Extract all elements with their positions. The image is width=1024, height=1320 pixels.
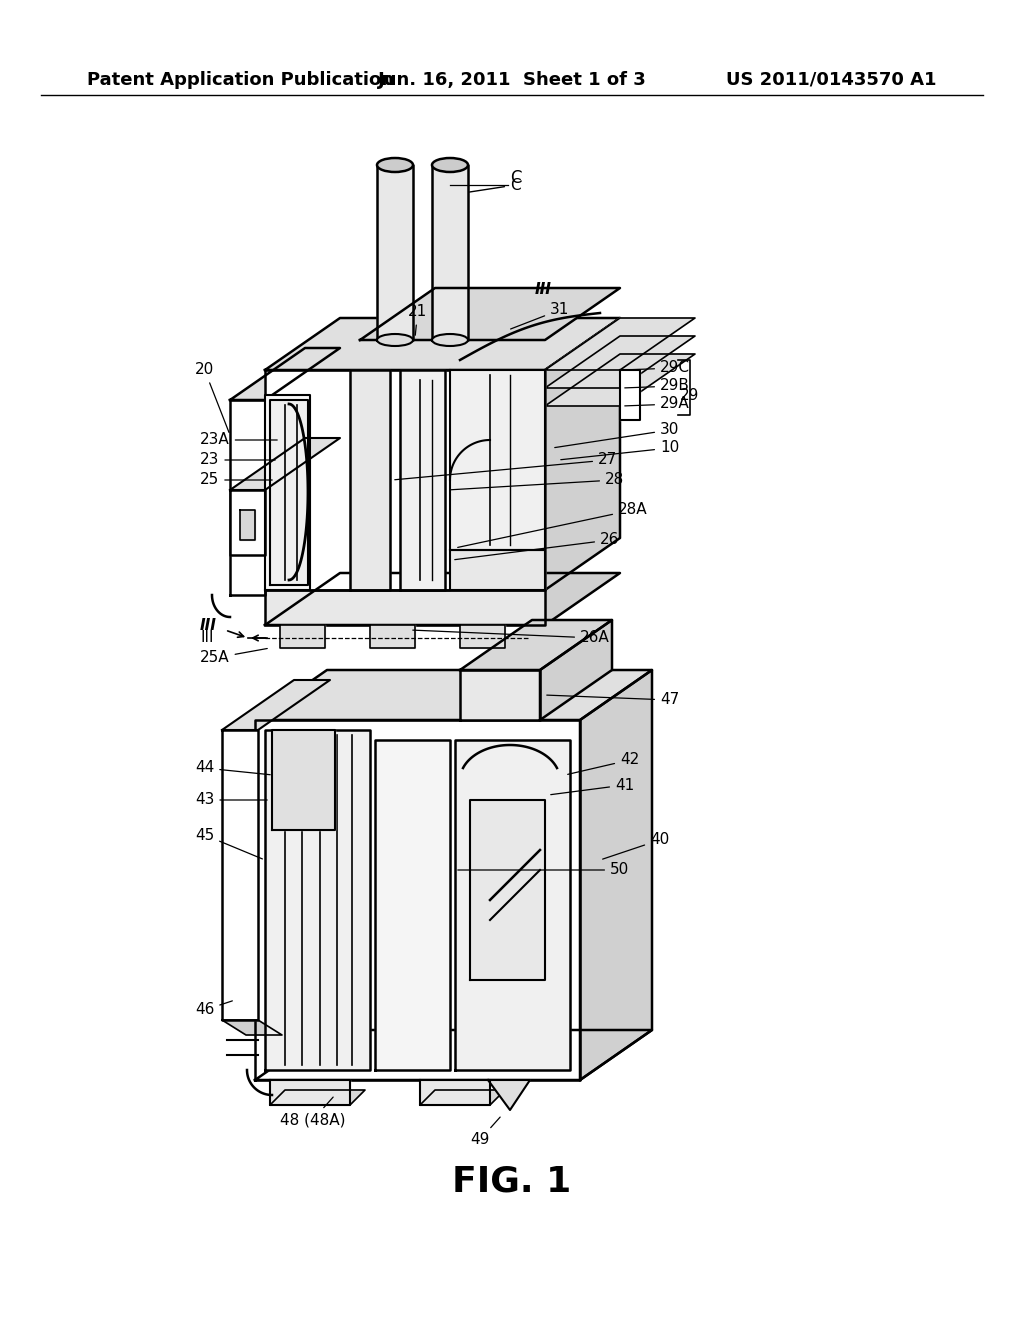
Polygon shape — [270, 1090, 365, 1105]
Polygon shape — [265, 370, 545, 590]
Polygon shape — [377, 165, 413, 341]
Polygon shape — [265, 318, 620, 370]
Text: 29A: 29A — [625, 396, 690, 412]
Text: 41: 41 — [551, 777, 634, 795]
Text: 40: 40 — [603, 833, 670, 859]
Polygon shape — [432, 165, 468, 341]
Polygon shape — [265, 395, 310, 590]
Text: 42: 42 — [567, 752, 639, 775]
Polygon shape — [460, 671, 540, 719]
Text: 26: 26 — [455, 532, 620, 560]
Polygon shape — [450, 370, 545, 550]
Text: 44: 44 — [195, 760, 270, 776]
Polygon shape — [270, 400, 308, 585]
Text: Patent Application Publication: Patent Application Publication — [87, 71, 394, 88]
Polygon shape — [545, 318, 620, 590]
Polygon shape — [255, 671, 652, 719]
Text: 27: 27 — [395, 453, 617, 479]
Polygon shape — [545, 337, 695, 388]
Text: Jun. 16, 2011  Sheet 1 of 3: Jun. 16, 2011 Sheet 1 of 3 — [378, 71, 646, 88]
Text: 45: 45 — [195, 828, 262, 859]
Polygon shape — [470, 800, 545, 979]
Polygon shape — [230, 438, 340, 490]
Text: C: C — [510, 169, 521, 187]
Polygon shape — [370, 624, 415, 648]
Polygon shape — [280, 624, 325, 648]
Polygon shape — [230, 348, 340, 400]
Polygon shape — [222, 1020, 282, 1035]
Polygon shape — [580, 671, 652, 1080]
Polygon shape — [265, 590, 545, 624]
Polygon shape — [400, 370, 445, 590]
Text: 29B: 29B — [625, 379, 690, 393]
Text: III: III — [200, 618, 217, 632]
Polygon shape — [255, 1030, 652, 1080]
Ellipse shape — [377, 158, 413, 172]
Polygon shape — [545, 354, 695, 407]
Polygon shape — [270, 1080, 350, 1105]
Text: 48 (48A): 48 (48A) — [280, 1097, 345, 1127]
Polygon shape — [350, 370, 390, 590]
Polygon shape — [455, 741, 570, 1071]
Text: 29: 29 — [680, 388, 699, 403]
Text: 10: 10 — [561, 441, 679, 459]
Polygon shape — [255, 719, 580, 1080]
Text: 25: 25 — [200, 473, 272, 487]
Text: 47: 47 — [547, 693, 679, 708]
Text: 49: 49 — [470, 1117, 500, 1147]
Polygon shape — [420, 1090, 505, 1105]
Text: 20: 20 — [195, 363, 229, 433]
Polygon shape — [265, 730, 370, 1071]
Text: III: III — [200, 631, 213, 645]
Polygon shape — [460, 620, 612, 671]
Text: 25A: 25A — [200, 648, 267, 665]
Text: US 2011/0143570 A1: US 2011/0143570 A1 — [726, 71, 937, 88]
Polygon shape — [222, 730, 258, 1020]
Ellipse shape — [377, 334, 413, 346]
Polygon shape — [265, 573, 620, 624]
Text: 26A: 26A — [413, 630, 609, 645]
Polygon shape — [420, 1080, 490, 1105]
Text: 28A: 28A — [458, 503, 647, 548]
Text: 50: 50 — [458, 862, 630, 878]
Text: 23A: 23A — [200, 433, 278, 447]
Ellipse shape — [432, 158, 468, 172]
Polygon shape — [230, 490, 265, 554]
Polygon shape — [240, 510, 255, 540]
Text: 29C: 29C — [625, 360, 690, 375]
Text: 28: 28 — [450, 473, 625, 490]
Polygon shape — [620, 370, 640, 420]
Text: 43: 43 — [195, 792, 267, 808]
Polygon shape — [540, 620, 612, 719]
Polygon shape — [272, 730, 335, 830]
Text: 30: 30 — [555, 422, 679, 447]
Text: FIG. 1: FIG. 1 — [453, 1164, 571, 1199]
Polygon shape — [375, 741, 450, 1071]
Text: 23: 23 — [200, 453, 275, 467]
Text: 46: 46 — [195, 1001, 232, 1018]
Polygon shape — [460, 624, 505, 648]
Polygon shape — [360, 288, 620, 341]
Polygon shape — [488, 1080, 530, 1110]
Text: 21: 21 — [408, 305, 427, 335]
Polygon shape — [222, 680, 330, 730]
Ellipse shape — [432, 334, 468, 346]
Text: 31: 31 — [511, 302, 569, 329]
Text: III: III — [535, 282, 552, 297]
Text: C: C — [453, 177, 520, 194]
Polygon shape — [450, 550, 545, 590]
Polygon shape — [545, 318, 695, 370]
Polygon shape — [230, 400, 265, 595]
